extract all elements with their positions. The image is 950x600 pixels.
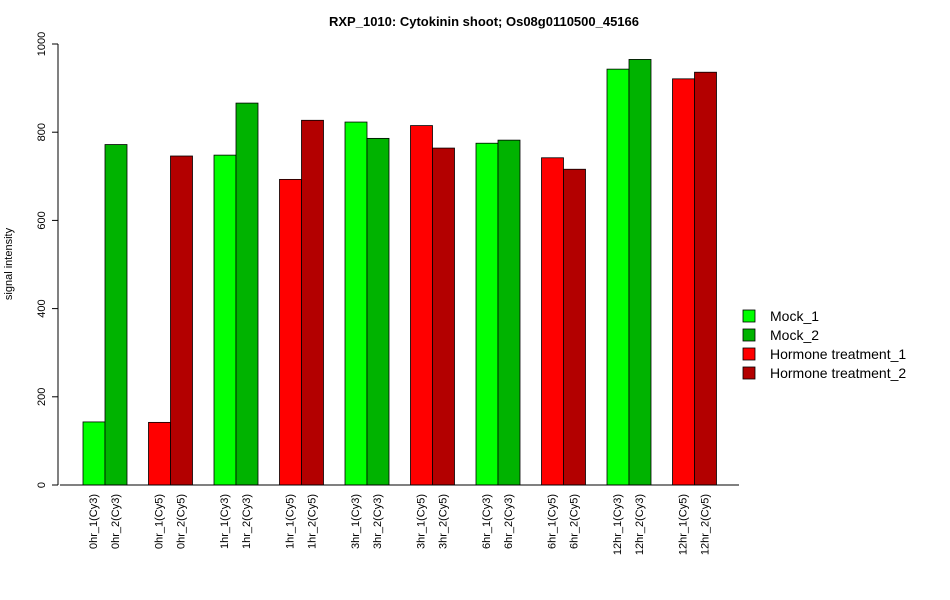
bar — [410, 125, 433, 486]
bar — [344, 121, 368, 486]
x-tick-label: 6hr_2(Cy5) — [569, 494, 581, 549]
x-tick-label: 6hr_1(Cy5) — [547, 494, 559, 549]
legend-swatch — [742, 309, 756, 323]
bar — [104, 144, 128, 486]
legend-swatch — [742, 366, 756, 380]
x-tick-label: 3hr_1(Cy5) — [416, 494, 428, 549]
x-tick-label: 3hr_1(Cy3) — [350, 494, 362, 549]
bar — [170, 155, 193, 486]
bar — [694, 71, 717, 486]
bar — [213, 154, 237, 486]
x-tick-label: 1hr_1(Cy5) — [285, 494, 297, 549]
bar — [475, 142, 499, 486]
x-tick-label: 6hr_2(Cy3) — [503, 494, 515, 549]
y-tick-label: 800 — [36, 123, 48, 141]
bar — [366, 137, 390, 486]
bar — [432, 147, 455, 486]
y-axis-label: signal intensity — [3, 227, 15, 300]
legend-swatch — [742, 328, 756, 342]
x-tick-label: 3hr_2(Cy5) — [438, 494, 450, 549]
bar — [606, 68, 630, 486]
y-tick-label: 400 — [36, 299, 48, 317]
legend-label: Mock_2 — [770, 327, 819, 343]
legend-label: Hormone treatment_2 — [770, 365, 906, 381]
bar — [279, 178, 302, 486]
bar — [672, 78, 695, 486]
x-tick-label: 3hr_2(Cy3) — [372, 494, 384, 549]
legend-label: Hormone treatment_1 — [770, 346, 906, 362]
x-tick-label: 12hr_1(Cy5) — [678, 494, 690, 555]
y-tick-label: 0 — [36, 482, 48, 488]
chart-title: RXP_1010: Cytokinin shoot; Os08g0110500_… — [329, 14, 639, 29]
x-tick-label: 1hr_1(Cy3) — [219, 494, 231, 549]
bar — [148, 421, 171, 486]
legend-label: Mock_1 — [770, 308, 819, 324]
x-axis-labels: 0hr_1(Cy3) 0hr_2(Cy3) 0hr_1(Cy5) 0hr_2(Cy5)… — [88, 494, 712, 555]
x-tick-label: 0hr_2(Cy3) — [110, 494, 122, 549]
x-tick-label: 0hr_2(Cy5) — [176, 494, 188, 549]
x-tick-label: 12hr_2(Cy3) — [634, 494, 646, 555]
y-axis: 0 200 400 600 800 1000 — [36, 32, 59, 488]
bar — [301, 119, 324, 486]
bar — [541, 157, 564, 486]
bars-group — [82, 59, 717, 486]
x-tick-label: 6hr_1(Cy3) — [481, 494, 493, 549]
x-tick-label: 0hr_1(Cy5) — [154, 494, 166, 549]
x-tick-label: 12hr_1(Cy3) — [612, 494, 624, 555]
y-tick-label: 600 — [36, 211, 48, 229]
x-tick-label: 0hr_1(Cy3) — [88, 494, 100, 549]
x-tick-label: 1hr_2(Cy5) — [307, 494, 319, 549]
legend: Mock_1 Mock_2 Hormone treatment_1 Hormone t… — [742, 308, 906, 381]
y-tick-label: 1000 — [36, 32, 48, 56]
bar — [563, 168, 586, 486]
bar — [628, 59, 652, 486]
y-tick-label: 200 — [36, 388, 48, 406]
bar — [235, 102, 259, 486]
bar — [82, 421, 106, 486]
legend-swatch — [742, 347, 756, 361]
x-tick-label: 1hr_2(Cy3) — [241, 494, 253, 549]
x-tick-label: 12hr_2(Cy5) — [700, 494, 712, 555]
bar — [497, 139, 521, 486]
